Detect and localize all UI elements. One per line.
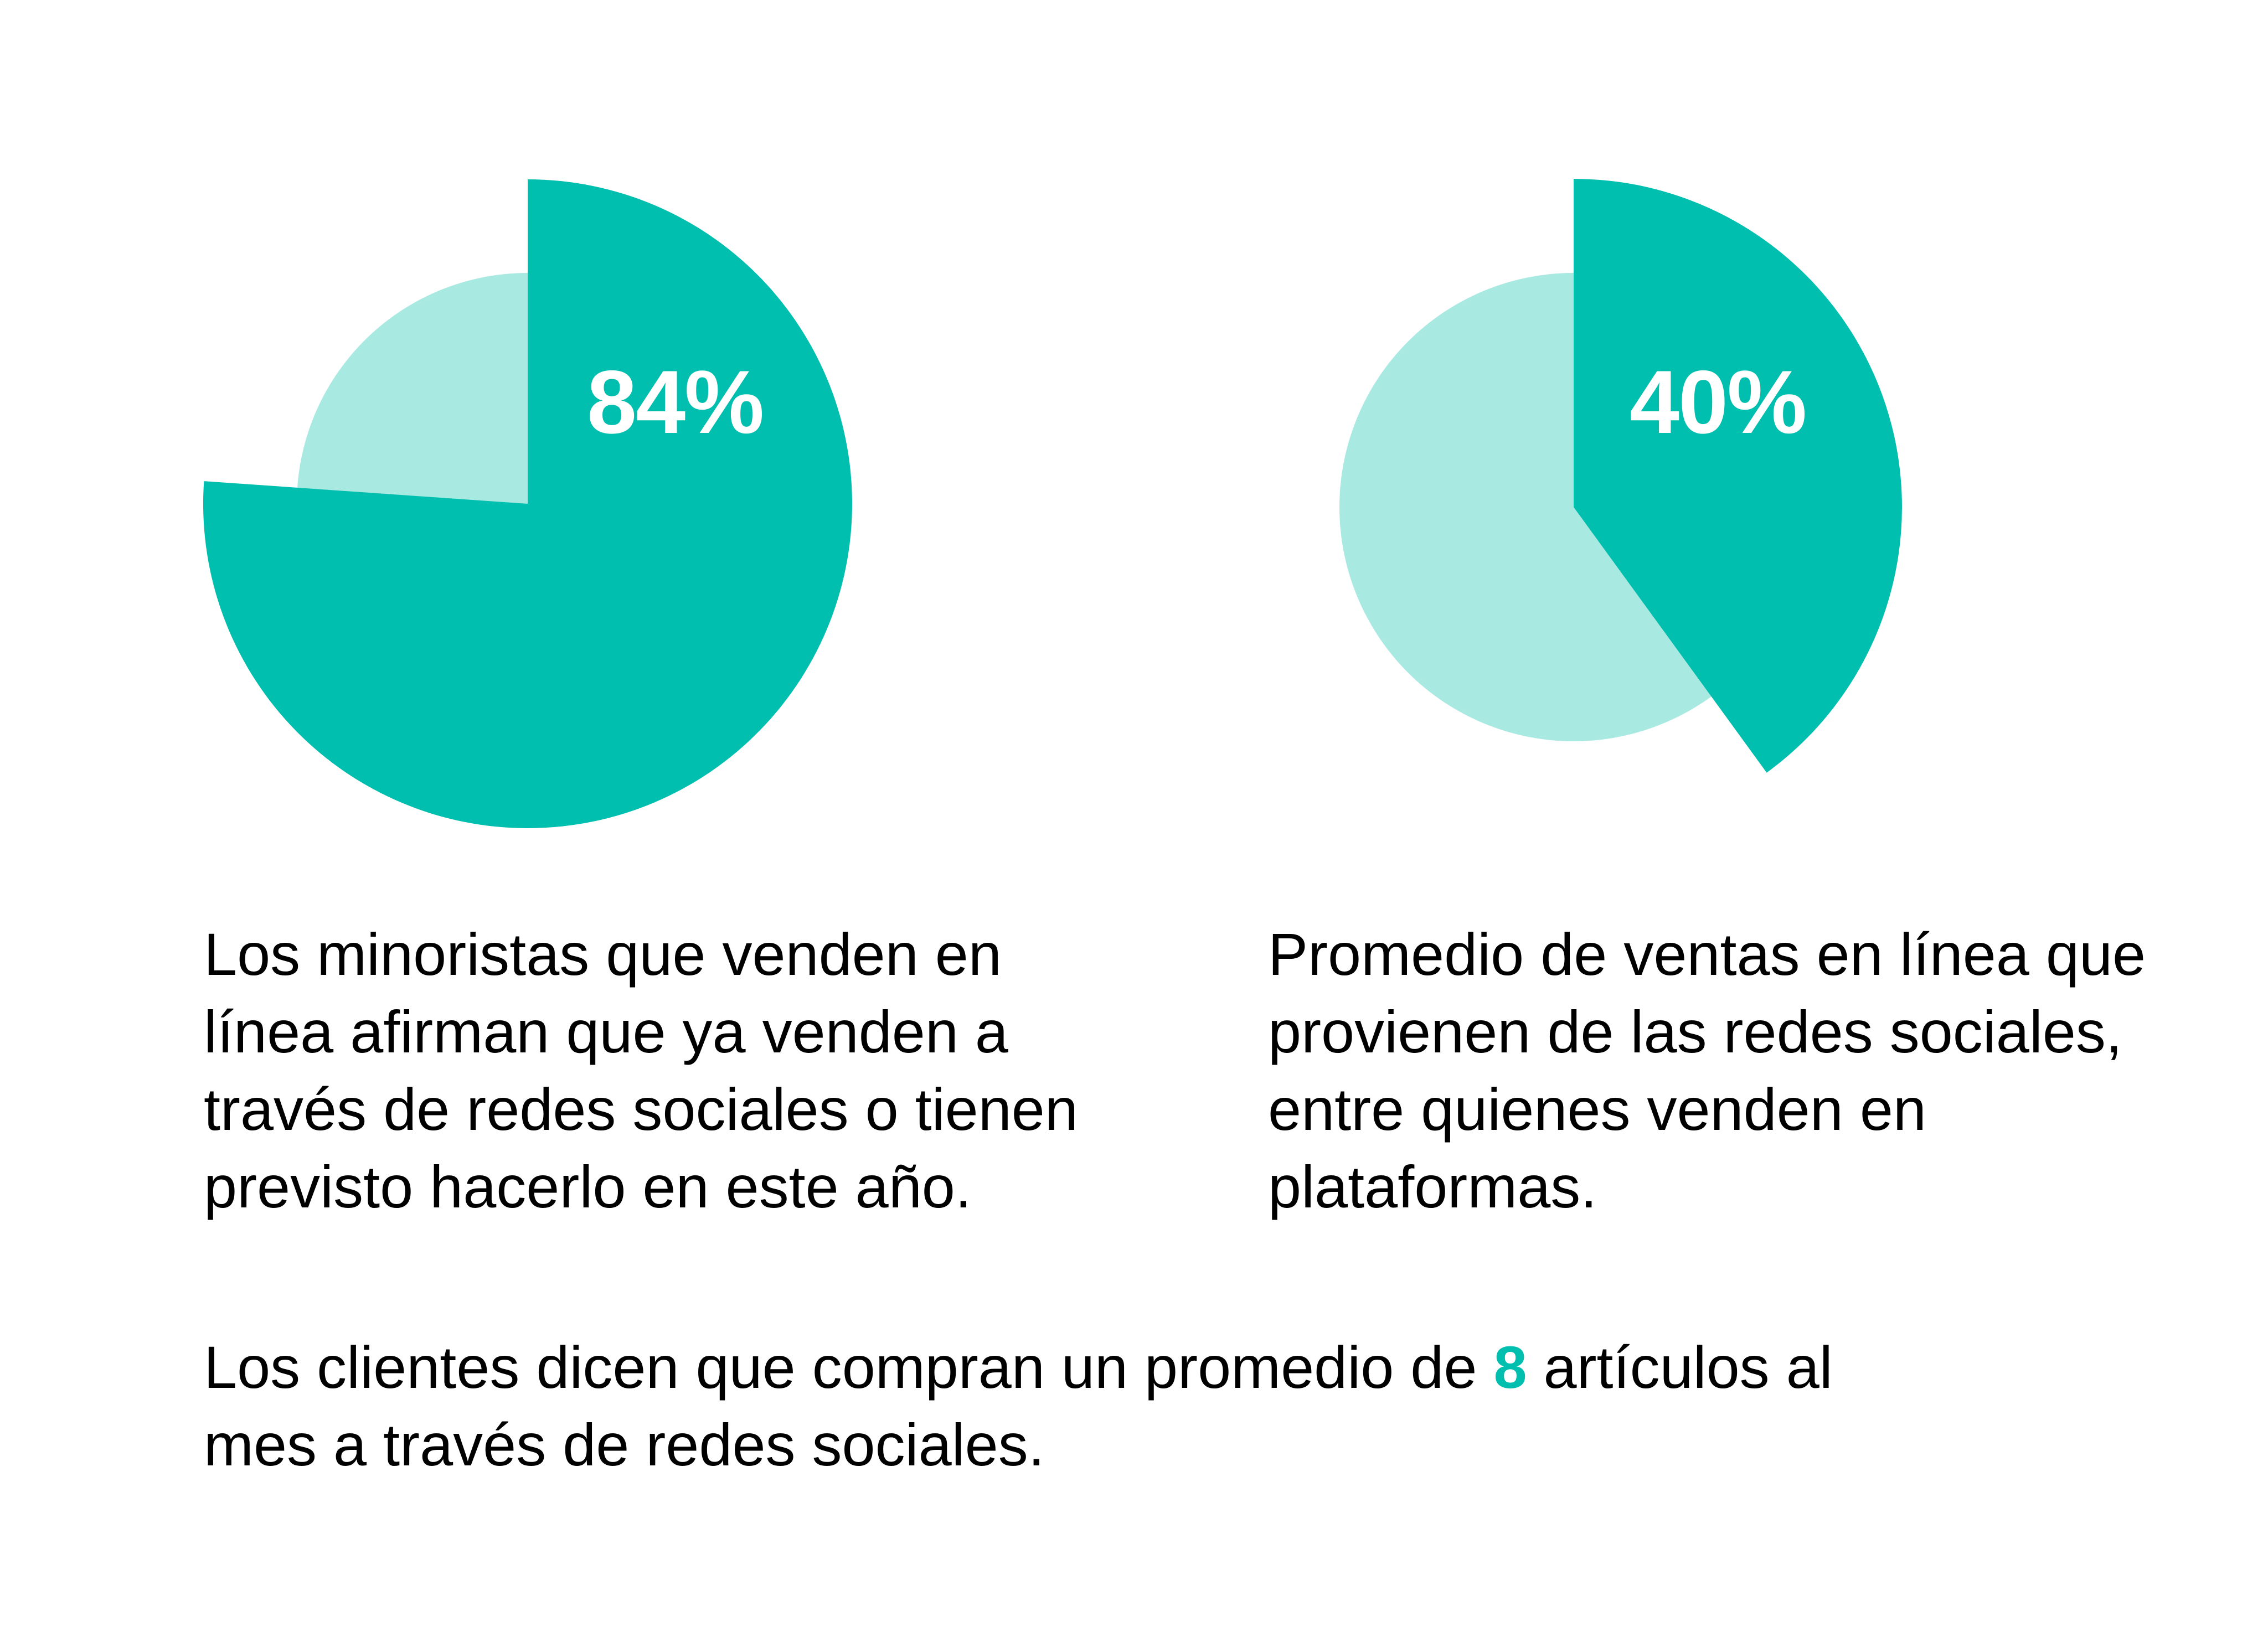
pie-84-percentage-label: 84% — [587, 352, 764, 452]
footer-text-after: artículos al — [1527, 1334, 1833, 1401]
description-line: través de redes sociales o tienen — [204, 1076, 1078, 1143]
highlight-number: 8 — [1493, 1334, 1527, 1401]
description-line: plataformas. — [1268, 1153, 1597, 1220]
description-line: línea afirman que ya venden a — [204, 998, 1008, 1065]
footer-text-before: Los clientes dicen que compran un promed… — [204, 1334, 1494, 1401]
footer-line-2: mes a través de redes sociales. — [204, 1411, 1045, 1478]
pie-40-percentage-label: 40% — [1630, 352, 1807, 452]
footer-statement: Los clientes dicen que compran un promed… — [204, 1329, 1833, 1484]
description-line: entre quienes venden en — [1268, 1076, 1926, 1143]
pie-40-value-slice — [1574, 179, 1902, 773]
footer-line-1: Los clientes dicen que compran un promed… — [204, 1329, 1833, 1406]
pie-chart-40 — [1339, 179, 1902, 773]
description-line: provienen de las redes sociales, — [1268, 998, 2122, 1065]
pie-chart-84 — [203, 179, 852, 829]
description-line: previsto hacerlo en este año. — [204, 1153, 972, 1220]
stat-40-description: Promedio de ventas en línea que proviene… — [1268, 916, 2146, 1226]
pie-84-value-slice — [203, 179, 852, 829]
stat-84-description: Los minoristas que venden en línea afirm… — [204, 916, 1078, 1226]
description-line: Los minoristas que venden en — [204, 921, 1002, 988]
description-line: Promedio de ventas en línea que — [1268, 921, 2146, 988]
